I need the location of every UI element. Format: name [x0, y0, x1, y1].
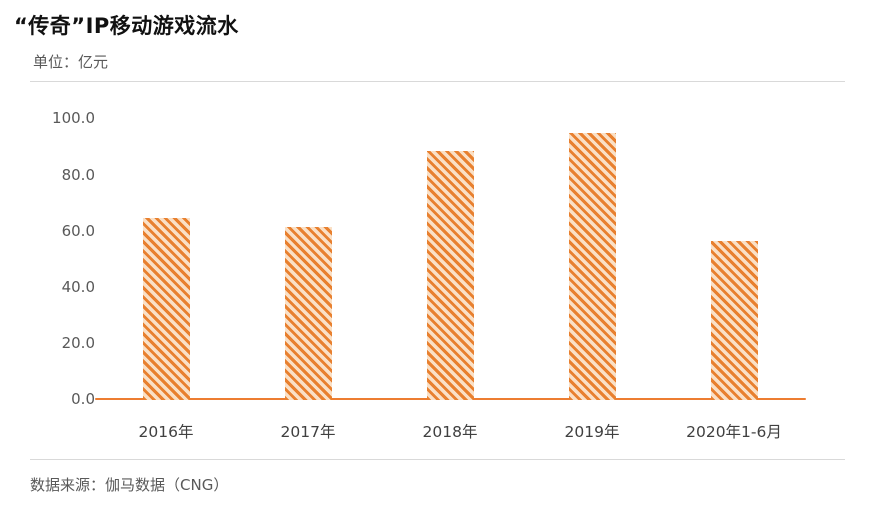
x-tick-label: 2016年 [138, 423, 194, 441]
x-tick-label: 2019年 [564, 423, 620, 441]
x-tick-label: 2020年1-6月 [686, 423, 782, 441]
x-tick-label: 2018年 [422, 423, 478, 441]
y-tick-label: 80.0 [61, 165, 95, 184]
chart-title: “传奇”IP移动游戏流水 [14, 14, 239, 38]
y-tick-label: 100.0 [52, 109, 95, 128]
y-tick-label: 20.0 [61, 333, 95, 352]
y-tick-label: 0.0 [71, 390, 95, 408]
bar-2016年 [143, 218, 190, 400]
unit-label: 单位：亿元 [33, 53, 109, 71]
bar-2017年 [285, 227, 332, 400]
x-tick-label: 2017年 [280, 423, 336, 441]
top-divider [30, 81, 845, 82]
bar-2020年1-6月 [711, 241, 758, 400]
y-tick-label: 40.0 [61, 277, 95, 296]
bar-2018年 [427, 151, 474, 400]
y-tick-label: 60.0 [61, 221, 95, 240]
bottom-divider [30, 459, 845, 460]
bar-2019年 [569, 133, 616, 400]
data-source-note: 数据来源：伽马数据（CNG） [30, 476, 229, 494]
